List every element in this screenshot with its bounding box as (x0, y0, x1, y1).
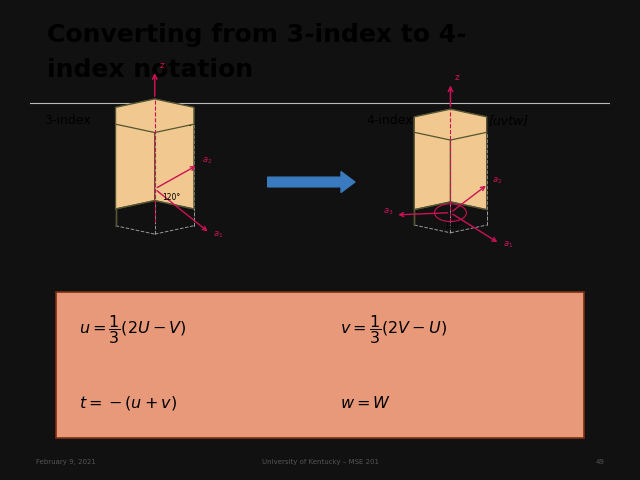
Text: 120°: 120° (162, 193, 180, 202)
Text: $a_1$: $a_1$ (213, 229, 223, 240)
Text: [uvtw]: [uvtw] (488, 114, 528, 127)
Text: 3-index: 3-index (45, 114, 92, 127)
Text: $w = W$: $w = W$ (340, 395, 391, 411)
Text: $t = -(u + v)$: $t = -(u + v)$ (79, 394, 177, 412)
Text: $a_2$: $a_2$ (492, 175, 502, 186)
Text: 49: 49 (595, 459, 604, 465)
Text: [UVW]: [UVW] (155, 114, 195, 127)
Text: $a_3$: $a_3$ (383, 206, 393, 217)
Text: $a_2$: $a_2$ (202, 156, 212, 167)
Text: z: z (454, 73, 460, 83)
Polygon shape (451, 109, 486, 210)
Polygon shape (155, 99, 194, 209)
Polygon shape (414, 109, 486, 140)
Text: index notation: index notation (47, 59, 253, 83)
Text: z: z (159, 61, 164, 70)
Text: Converting from 3-index to 4-: Converting from 3-index to 4- (47, 23, 467, 47)
Polygon shape (414, 109, 451, 210)
Text: 120°: 120° (445, 221, 463, 230)
Text: February 9, 2021: February 9, 2021 (36, 459, 96, 465)
Text: $u = \dfrac{1}{3}(2U - V)$: $u = \dfrac{1}{3}(2U - V)$ (79, 313, 187, 347)
Polygon shape (116, 99, 155, 209)
Text: $v = \dfrac{1}{3}(2V - U)$: $v = \dfrac{1}{3}(2V - U)$ (340, 313, 447, 347)
Polygon shape (116, 99, 194, 132)
Text: $a_1$: $a_1$ (503, 240, 513, 250)
FancyArrowPatch shape (268, 171, 355, 192)
Text: University of Kentucky – MSE 201: University of Kentucky – MSE 201 (262, 459, 378, 465)
Text: 4-index: 4-index (366, 114, 413, 127)
FancyBboxPatch shape (56, 292, 584, 438)
